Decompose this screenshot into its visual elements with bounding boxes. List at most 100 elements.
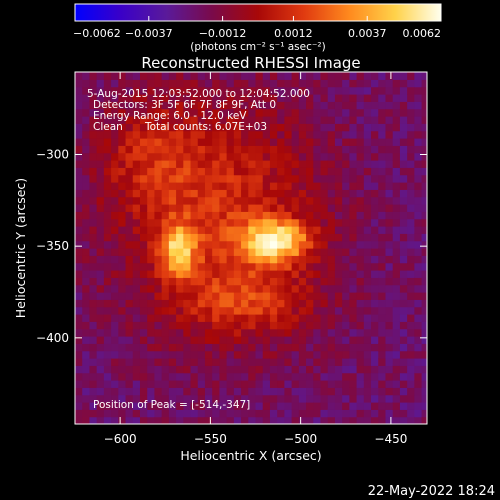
heatmap-cell — [248, 328, 257, 337]
heatmap-cell — [147, 116, 156, 124]
heatmap-cell — [399, 365, 408, 374]
heatmap-cell — [154, 182, 163, 190]
heatmap-cell — [139, 248, 148, 256]
heatmap-cell — [161, 299, 170, 308]
heatmap-cell — [371, 358, 379, 366]
heatmap-cell — [371, 270, 379, 278]
heatmap-cell — [327, 145, 336, 154]
heatmap-cell — [334, 270, 343, 278]
heatmap-cell — [176, 292, 184, 300]
heatmap-cell — [125, 72, 134, 80]
heatmap-cell — [75, 240, 83, 249]
heatmap-cell — [139, 152, 148, 161]
heatmap-cell — [371, 314, 379, 322]
heatmap-cell — [399, 416, 408, 424]
heatmap-cell — [313, 350, 322, 359]
heatmap-cell — [176, 138, 184, 146]
heatmap-cell — [421, 262, 427, 271]
heatmap-cell — [363, 409, 372, 418]
heatmap-cell — [342, 409, 350, 418]
heatmap-cell — [219, 262, 228, 271]
heatmap-cell — [342, 240, 350, 249]
heatmap-cell — [168, 130, 177, 139]
heatmap-cell — [320, 233, 329, 242]
heatmap-cell — [118, 336, 127, 344]
heatmap-cell — [219, 160, 228, 168]
heatmap-cell — [414, 123, 423, 132]
heatmap-cell — [363, 233, 372, 242]
heatmap-cell — [183, 94, 192, 102]
heatmap-cell — [204, 130, 213, 139]
heatmap-cell — [139, 277, 148, 286]
heatmap-cell — [168, 108, 177, 117]
heatmap-cell — [168, 292, 177, 300]
heatmap-cell — [392, 409, 401, 418]
heatmap-cell — [96, 416, 105, 424]
heatmap-cell — [111, 372, 119, 381]
heatmap-cell — [183, 416, 192, 424]
heatmap-cell — [284, 226, 293, 234]
heatmap-cell — [356, 101, 365, 110]
heatmap-cell — [176, 101, 184, 110]
heatmap-cell — [313, 204, 322, 212]
heatmap-cell — [176, 167, 184, 176]
heatmap-cell — [334, 240, 343, 249]
heatmap-cell — [204, 182, 213, 190]
heatmap-cell — [82, 365, 91, 374]
heatmap-cell — [197, 79, 206, 88]
heatmap-cell — [132, 328, 141, 337]
heatmap-cell — [75, 79, 83, 88]
heatmap-cell — [334, 72, 343, 80]
heatmap-cell — [147, 314, 156, 322]
heatmap-cell — [89, 130, 98, 139]
heatmap-cell — [291, 402, 300, 410]
heatmap-cell — [277, 321, 285, 330]
heatmap-cell — [407, 248, 415, 256]
heatmap-cell — [226, 152, 235, 161]
heatmap-cell — [219, 174, 228, 183]
heatmap-cell — [118, 358, 127, 366]
heatmap-cell — [89, 72, 98, 80]
heatmap-cell — [176, 182, 184, 190]
heatmap-cell — [277, 240, 285, 249]
heatmap-cell — [306, 189, 314, 198]
heatmap-cell — [248, 138, 257, 146]
heatmap-cell — [392, 350, 401, 359]
heatmap-cell — [371, 145, 379, 154]
heatmap-cell — [154, 248, 163, 256]
heatmap-cell — [306, 160, 314, 168]
heatmap-cell — [269, 174, 278, 183]
heatmap-cell — [262, 233, 271, 242]
heatmap-cell — [334, 116, 343, 124]
heatmap-cell — [139, 394, 148, 403]
heatmap-cell — [139, 321, 148, 330]
heatmap-cell — [168, 343, 177, 352]
heatmap-cell — [190, 409, 199, 418]
heatmap-cell — [284, 394, 293, 403]
heatmap-cell — [183, 145, 192, 154]
heatmap-cell — [255, 123, 264, 132]
heatmap-cell — [75, 233, 83, 242]
heatmap-cell — [96, 189, 105, 198]
heatmap-cell — [356, 336, 365, 344]
heatmap-cell — [197, 284, 206, 293]
heatmap-cell — [176, 204, 184, 212]
heatmap-cell — [327, 277, 336, 286]
heatmap-cell — [241, 321, 249, 330]
heatmap-cell — [132, 321, 141, 330]
heatmap-cell — [277, 94, 285, 102]
heatmap-cell — [125, 218, 134, 227]
heatmap-cell — [111, 130, 119, 139]
heatmap-cell — [226, 314, 235, 322]
heatmap-cell — [161, 416, 170, 424]
heatmap-cell — [147, 138, 156, 146]
heatmap-cell — [255, 174, 264, 183]
heatmap-cell — [212, 358, 221, 366]
heatmap-cell — [103, 240, 112, 249]
heatmap-cell — [392, 292, 401, 300]
heatmap-cell — [298, 343, 307, 352]
heatmap-cell — [407, 292, 415, 300]
heatmap-cell — [255, 218, 264, 227]
heatmap-cell — [176, 284, 184, 293]
heatmap-cell — [320, 211, 329, 220]
